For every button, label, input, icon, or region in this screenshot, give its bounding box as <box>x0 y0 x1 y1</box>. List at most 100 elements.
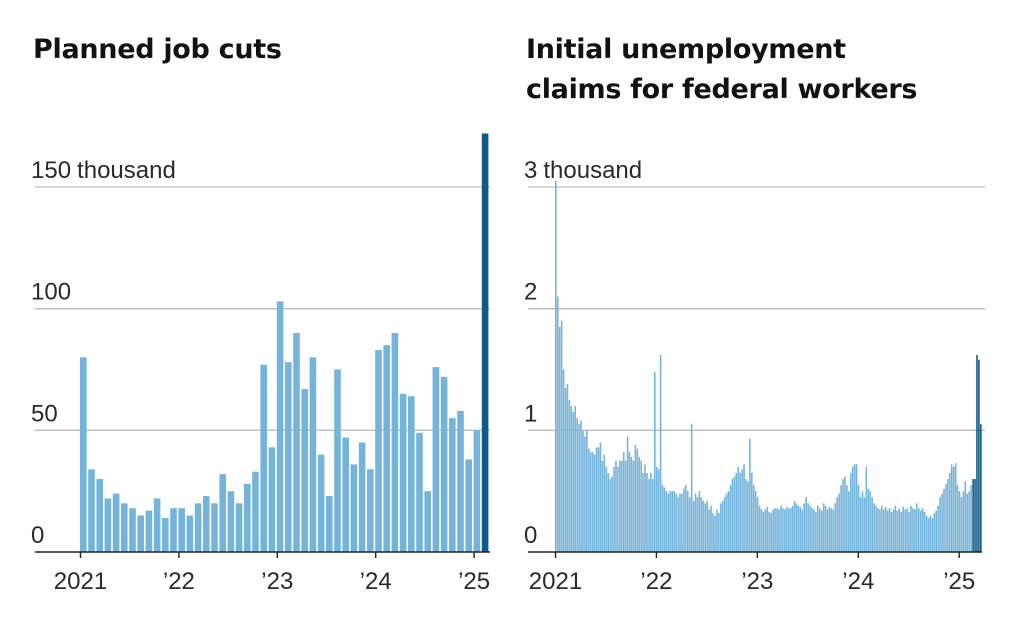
bar <box>367 469 374 552</box>
bar <box>916 503 918 552</box>
bar <box>723 497 726 552</box>
bar <box>853 464 856 552</box>
bar <box>203 496 210 552</box>
bar <box>859 497 862 552</box>
bar <box>580 420 582 552</box>
bar <box>791 505 794 552</box>
bar <box>848 491 850 552</box>
bar <box>877 508 879 552</box>
bar <box>235 503 243 552</box>
bar <box>558 326 561 552</box>
bar <box>665 491 668 552</box>
x-tick-label: ’23 <box>261 568 293 595</box>
bar <box>260 364 267 552</box>
bar <box>772 509 774 552</box>
bar <box>857 485 860 552</box>
bar <box>813 509 815 552</box>
chart-title-federal-claims: Initial unemployment claims for federal … <box>526 34 918 105</box>
y-tick-label: 100 <box>31 279 71 306</box>
bar <box>650 472 652 552</box>
bar <box>268 447 276 552</box>
bar <box>698 491 701 552</box>
bar <box>661 485 664 552</box>
bar <box>659 354 662 552</box>
bar <box>883 509 885 552</box>
bar <box>939 497 941 552</box>
chart-title-job-cuts: Planned job cuts <box>33 34 282 65</box>
bar <box>342 437 349 552</box>
bar <box>358 442 366 552</box>
bar <box>686 491 689 552</box>
bar <box>908 511 910 552</box>
bar <box>679 493 681 552</box>
bar <box>655 466 658 552</box>
bar <box>566 384 569 552</box>
bar <box>597 447 600 552</box>
bar <box>768 511 771 552</box>
bar <box>760 509 763 552</box>
bar <box>910 505 912 552</box>
bar <box>104 498 112 552</box>
bar <box>817 505 819 552</box>
bar <box>914 509 916 552</box>
bar <box>725 493 728 552</box>
x-tick-label: ’24 <box>842 568 874 595</box>
y-axis-unit-label: thousand <box>77 157 176 184</box>
bar <box>828 506 831 552</box>
bar <box>700 497 703 552</box>
bar <box>756 497 759 552</box>
bar <box>962 491 965 552</box>
bar <box>721 500 724 552</box>
bar <box>892 509 895 552</box>
bar <box>609 479 611 552</box>
bar <box>787 508 790 552</box>
bar <box>630 457 633 552</box>
bar <box>704 503 707 552</box>
bar <box>785 506 788 552</box>
bar <box>607 472 609 552</box>
bar <box>112 493 120 552</box>
bar <box>137 515 144 552</box>
bar <box>186 515 194 552</box>
bar <box>669 491 672 552</box>
bar <box>871 497 873 552</box>
bar <box>719 503 722 552</box>
bar <box>917 508 920 552</box>
bar <box>861 491 864 552</box>
x-tick-label: 2021 <box>529 568 582 595</box>
bar <box>601 460 604 552</box>
bar <box>383 345 390 552</box>
bar <box>749 438 751 552</box>
bar <box>766 506 769 552</box>
bar <box>570 406 573 552</box>
bar <box>671 491 674 552</box>
bar <box>555 180 557 553</box>
bar <box>688 497 691 552</box>
bar <box>921 508 924 552</box>
bar <box>751 472 753 552</box>
bar <box>613 466 615 552</box>
bar <box>642 472 644 552</box>
bar <box>952 466 955 552</box>
bar <box>929 515 932 552</box>
y-tick-label: 0 <box>524 522 537 549</box>
bar <box>970 485 972 552</box>
bar <box>867 488 870 552</box>
bar <box>560 320 563 552</box>
bar <box>574 406 576 552</box>
bar <box>834 503 837 552</box>
bar <box>935 510 938 552</box>
bar <box>945 483 947 552</box>
bar <box>673 491 675 552</box>
bar <box>764 509 767 552</box>
bar <box>789 508 792 552</box>
bar <box>846 485 848 552</box>
bar <box>293 333 300 552</box>
bar <box>941 493 943 552</box>
bar <box>832 509 835 552</box>
bar <box>685 485 687 552</box>
bar <box>710 505 712 552</box>
bar <box>675 493 677 552</box>
bar <box>648 479 650 552</box>
bar <box>811 508 813 552</box>
